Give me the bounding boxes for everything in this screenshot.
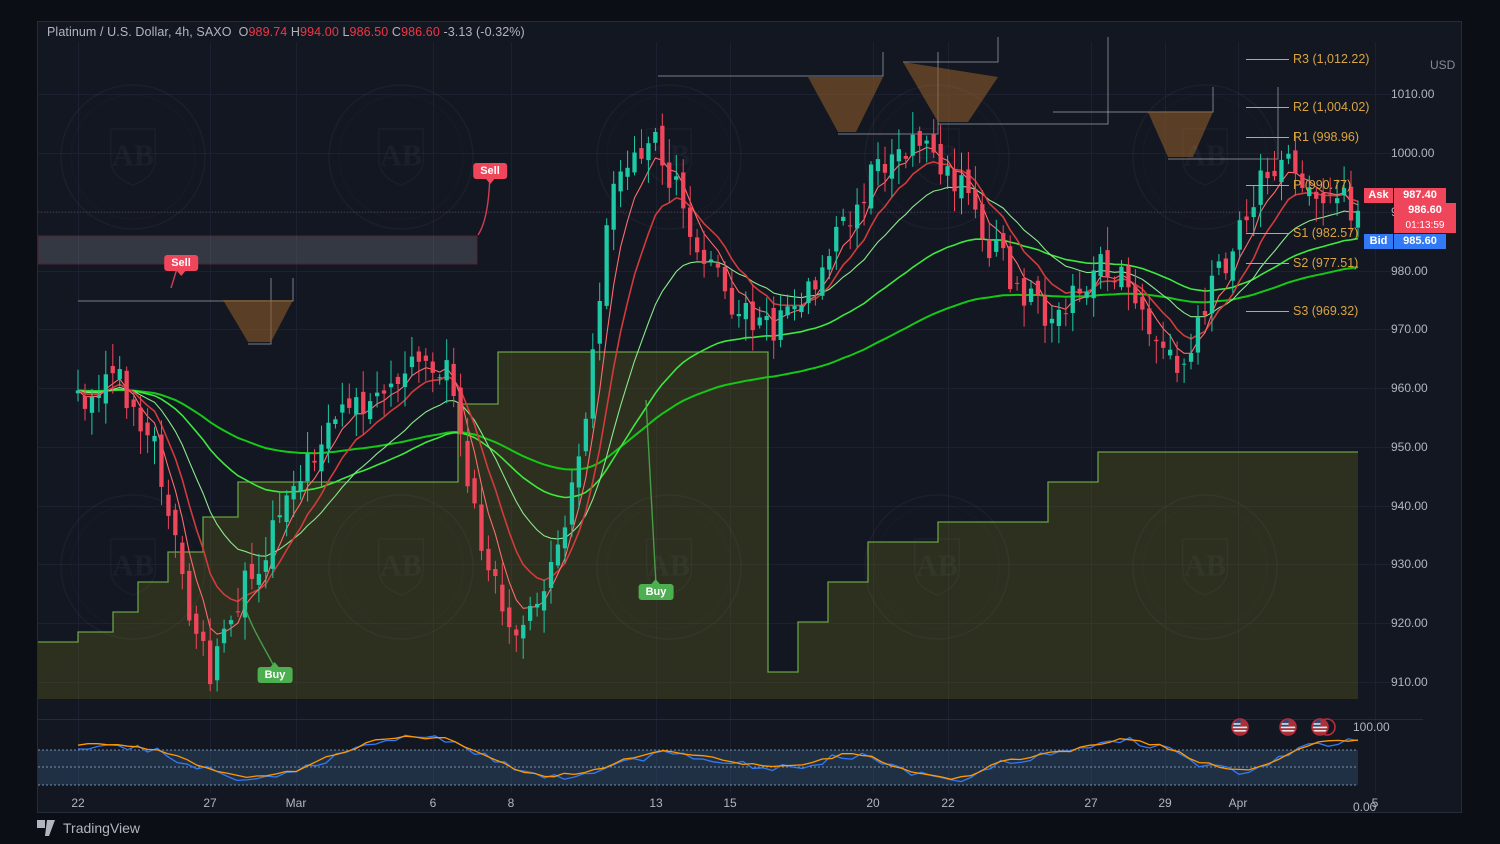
svg-text:AB: AB [380, 549, 422, 583]
svg-text:AB: AB [1184, 139, 1226, 173]
svg-text:AB: AB [112, 139, 154, 173]
svg-text:AB: AB [112, 549, 154, 583]
svg-text:AB: AB [380, 139, 422, 173]
svg-text:AB: AB [1184, 549, 1226, 583]
svg-text:AB: AB [916, 549, 958, 583]
